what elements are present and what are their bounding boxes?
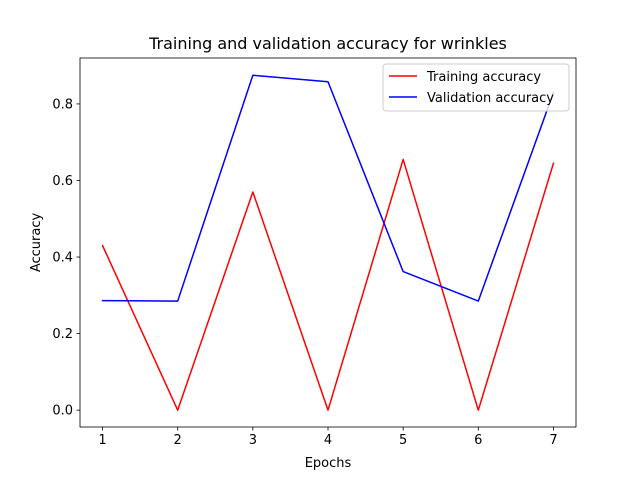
y-tick-label: 0.2 xyxy=(52,327,73,342)
legend-label-validation: Validation accuracy xyxy=(427,91,554,106)
y-tick-label: 0.4 xyxy=(52,251,73,266)
series-line-validation xyxy=(101,74,555,302)
legend: Training accuracy Validation accuracy xyxy=(382,63,570,112)
x-axis-label: Epochs xyxy=(305,456,352,471)
x-tick-label: 7 xyxy=(549,433,557,448)
y-tick-label: 0.6 xyxy=(52,174,73,189)
axes-layer: 1 2 3 4 5 6 7 0.0 0.2 0.4 0.6 0.8 xyxy=(52,57,577,448)
x-tick-label: 4 xyxy=(324,433,332,448)
chart-title: Training and validation accuracy for wri… xyxy=(148,34,507,53)
series-line-training xyxy=(101,158,555,411)
x-tick-label: 5 xyxy=(399,433,407,448)
legend-label-training: Training accuracy xyxy=(426,70,541,85)
legend-frame xyxy=(382,63,570,112)
y-tick-label: 0.0 xyxy=(52,404,73,419)
y-axis-label: Accuracy xyxy=(29,213,44,273)
x-tick-label: 1 xyxy=(98,433,106,448)
y-tick-label: 0.8 xyxy=(52,97,73,112)
series-layer xyxy=(101,74,555,411)
x-tick-label: 2 xyxy=(174,433,182,448)
x-tick-label: 3 xyxy=(249,433,257,448)
x-tick-label: 6 xyxy=(474,433,482,448)
